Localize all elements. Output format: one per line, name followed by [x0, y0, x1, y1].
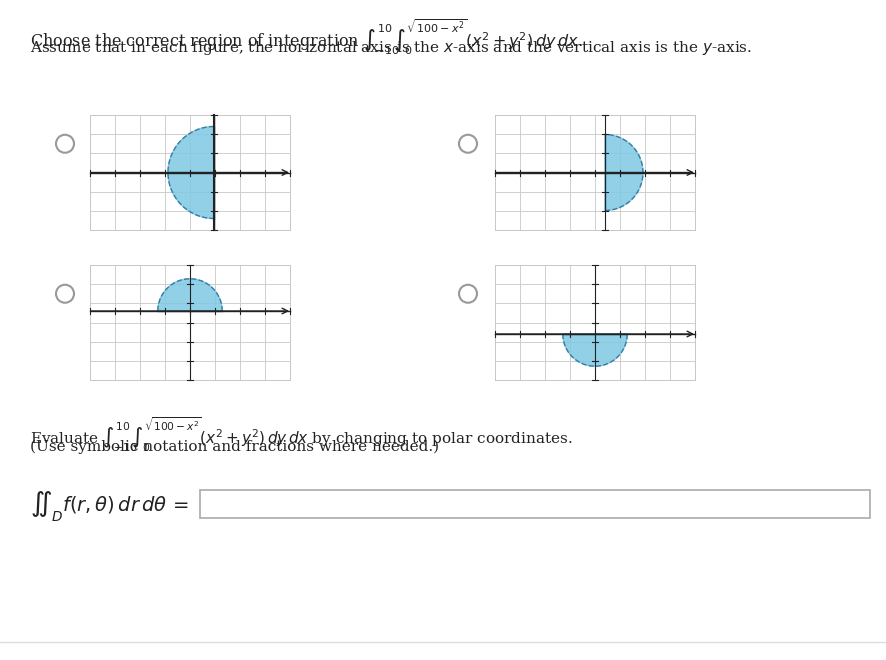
Text: Assume that in each figure, the horizontal axis is the $x$-axis and the vertical: Assume that in each figure, the horizont… — [30, 39, 751, 57]
Polygon shape — [562, 334, 626, 366]
Bar — [494, 115, 695, 230]
Polygon shape — [604, 135, 642, 211]
Text: Evaluate $\int_{-10}^{10}\!\!\int_0^{\sqrt{100-x^2}}(x^2+y^2)\,dy\,dx$ by changi: Evaluate $\int_{-10}^{10}\!\!\int_0^{\sq… — [30, 415, 572, 454]
Text: (Use symbolic notation and fractions where needed.): (Use symbolic notation and fractions whe… — [30, 440, 439, 454]
Polygon shape — [167, 127, 214, 218]
Text: Choose the correct region of integration $\int_{-10}^{10}\!\!\int_0^{\sqrt{100-x: Choose the correct region of integration… — [30, 17, 582, 57]
Text: $\iint_D f(r,\theta)\,dr\,d\theta\,=$: $\iint_D f(r,\theta)\,dr\,d\theta\,=$ — [30, 490, 189, 525]
Bar — [199, 490, 869, 518]
Bar — [494, 265, 695, 380]
Polygon shape — [158, 279, 222, 311]
Bar — [89, 265, 290, 380]
Bar — [89, 115, 290, 230]
